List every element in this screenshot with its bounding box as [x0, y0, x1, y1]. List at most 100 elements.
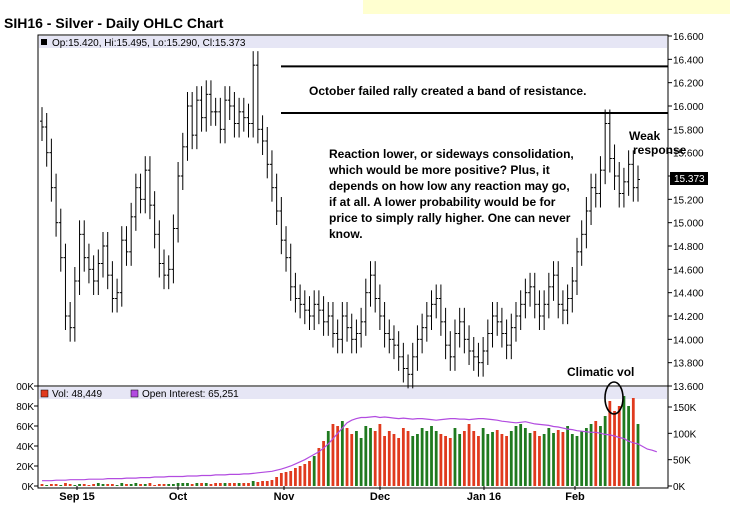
price-tick-label: 13.800 — [673, 359, 704, 370]
oi-tick-label: 100K — [673, 429, 697, 440]
resistance-note: October failed rally created a band of r… — [309, 84, 586, 98]
last-price-tag: 15.373 — [674, 174, 705, 185]
volume-bar — [64, 483, 67, 486]
volume-bar — [256, 482, 260, 486]
price-tick-label: 15.200 — [673, 195, 704, 206]
price-tick-label: 14.000 — [673, 335, 704, 346]
volume-bar — [425, 431, 429, 486]
volume-bar — [326, 431, 330, 486]
volume-bar — [331, 424, 335, 486]
volume-bar — [467, 424, 471, 486]
price-tick-label: 14.600 — [673, 265, 704, 276]
reaction-note-line: which would be more positive? Plus, it — [328, 163, 550, 177]
volume-bar — [500, 434, 504, 486]
volume-bar — [617, 406, 621, 486]
price-tick-label: 14.400 — [673, 289, 704, 300]
climatic-vol-note: Climatic vol — [567, 365, 634, 379]
volume-bar — [439, 434, 443, 486]
volume-bar — [218, 483, 222, 486]
volume-bar — [542, 434, 546, 486]
date-tick-label: Dec — [370, 491, 390, 503]
oi-legend-swatch — [130, 389, 139, 398]
volume-tick-label: 20K — [16, 462, 34, 473]
volume-bars — [40, 396, 640, 486]
top-highlight-bar — [363, 0, 730, 14]
volume-bar — [401, 428, 405, 486]
volume-bar — [317, 448, 321, 486]
volume-bar — [101, 484, 105, 486]
volume-bar — [411, 436, 415, 486]
volume-bar — [608, 401, 612, 486]
volume-bar — [448, 438, 452, 486]
volume-bar — [298, 466, 302, 486]
volume-bar — [631, 398, 635, 486]
volume-bar — [472, 431, 476, 486]
volume-bar — [181, 483, 185, 486]
volume-tick-label: 40K — [16, 442, 34, 453]
volume-bar — [552, 433, 555, 486]
volume-bar — [373, 431, 377, 486]
volume-bar — [195, 483, 199, 486]
volume-bar — [547, 428, 551, 486]
volume-bar — [392, 434, 396, 486]
volume-bar — [162, 484, 166, 486]
volume-bar — [312, 456, 316, 486]
volume-bar — [237, 483, 241, 486]
reaction-note-line: if at all. A lower probability would be … — [329, 195, 556, 209]
chart-title: SIH16 - Silver - Daily OHLC Chart — [4, 15, 224, 31]
volume-bar — [308, 461, 311, 486]
volume-bar — [420, 428, 424, 486]
oi-legend-label: Open Interest: 65,251 — [142, 389, 239, 400]
weak-response-line: Weak — [629, 129, 660, 143]
volume-bar — [477, 436, 480, 486]
volume-bar — [509, 431, 513, 486]
volume-bar — [355, 431, 358, 486]
volume-bar — [444, 436, 447, 486]
volume-bar — [566, 426, 570, 486]
volume-bar — [528, 433, 532, 486]
reaction-note: Reaction lower, or sideways consolidatio… — [328, 147, 574, 241]
volume-bar — [523, 428, 527, 486]
volume-bar — [345, 428, 349, 486]
volume-bar — [54, 484, 58, 486]
volume-bar — [270, 480, 274, 486]
volume-bar — [603, 416, 607, 486]
volume-bar — [627, 406, 631, 486]
volume-bar — [190, 484, 194, 486]
volume-bar — [453, 428, 457, 486]
volume-bar — [322, 441, 325, 486]
vol-legend-label: Vol: 48,449 — [52, 389, 102, 400]
volume-bar — [242, 483, 246, 486]
volume-bar — [143, 484, 147, 486]
volume-bar — [139, 484, 142, 486]
price-tick-label: 13.600 — [673, 382, 704, 393]
volume-bar — [153, 485, 157, 486]
volume-bar — [636, 424, 640, 486]
price-tick-label: 15.000 — [673, 219, 704, 230]
volume-bar — [486, 434, 490, 486]
volume-bar — [223, 483, 227, 486]
volume-bar — [505, 436, 508, 486]
volume-bar — [378, 424, 382, 486]
volume-bar — [214, 483, 218, 486]
volume-bar — [495, 430, 499, 486]
volume-bar — [167, 484, 171, 486]
volume-header-band — [39, 387, 667, 399]
date-axis: Sep 15 Oct Nov Dec Jan 16 Feb — [59, 486, 585, 503]
weak-response-note: Weak response — [629, 129, 687, 157]
volume-bar — [49, 484, 53, 486]
reaction-note-line: Reaction lower, or sideways consolidatio… — [329, 147, 574, 161]
volume-bar — [228, 483, 232, 486]
price-tick-label: 15.600 — [673, 149, 704, 160]
volume-bar — [265, 481, 269, 486]
volume-bar — [458, 434, 462, 486]
volume-bar — [594, 421, 598, 486]
volume-bar — [68, 484, 72, 486]
date-tick-label: Sep 15 — [59, 491, 94, 503]
volume-bar — [284, 472, 288, 486]
open-interest-line — [42, 415, 657, 482]
volume-bar — [209, 484, 213, 486]
volume-bar — [369, 428, 372, 486]
volume-bar — [45, 485, 49, 486]
volume-bar — [462, 431, 466, 486]
